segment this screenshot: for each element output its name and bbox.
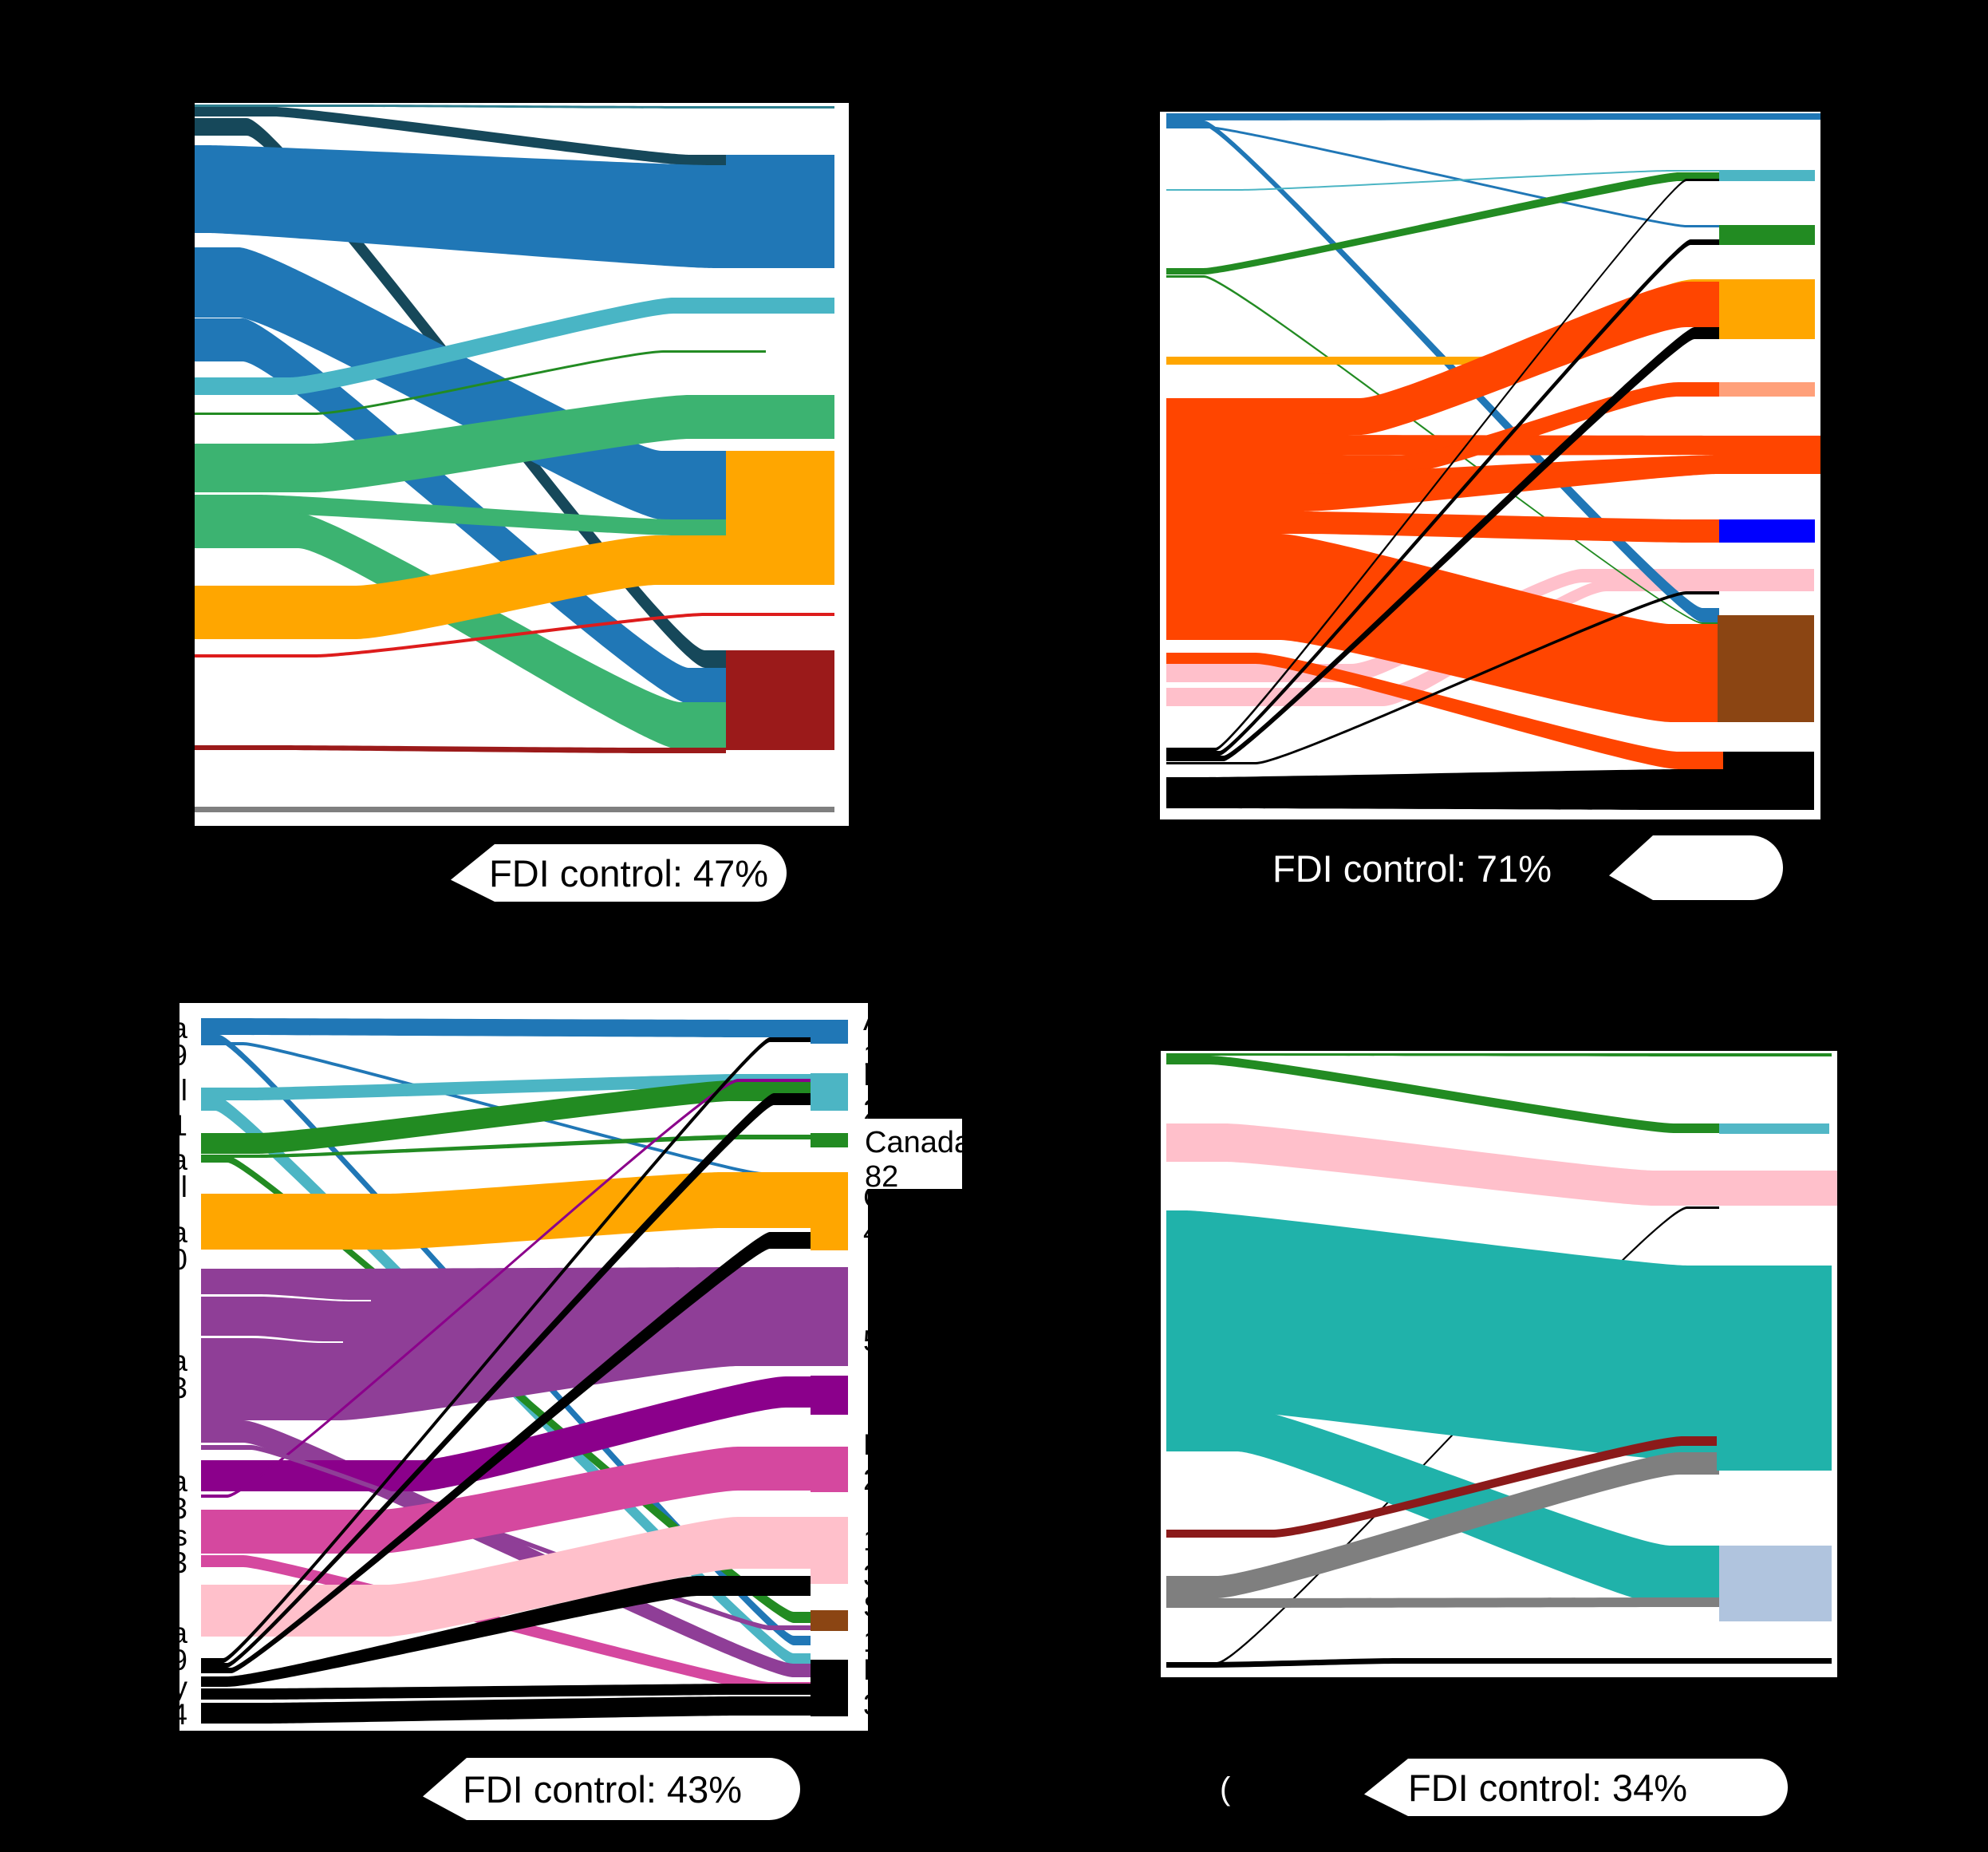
svg-text:1: 1 [171,1109,187,1142]
svg-text:3: 3 [863,1559,880,1592]
svg-text:1: 1 [863,1625,880,1658]
svg-text:E: E [863,1059,883,1092]
svg-text:1: 1 [863,1039,880,1072]
svg-text:5: 5 [863,1325,880,1357]
svg-text:4: 4 [863,1216,880,1249]
svg-text:FDI control: 71%: FDI control: 71% [1272,847,1552,890]
svg-text:a: a [171,1345,187,1377]
svg-text:Canada: Canada [865,1126,972,1159]
svg-text:2: 2 [863,1463,880,1496]
svg-text:9: 9 [171,1039,187,1072]
svg-text:P: P [863,1653,883,1686]
svg-text:A: A [863,1004,883,1037]
svg-text:3: 3 [171,1372,187,1404]
svg-text:E: E [863,1428,883,1461]
svg-text:a: a [171,1617,187,1649]
svg-text:y: y [173,1671,188,1704]
svg-text:a: a [171,1143,187,1176]
svg-text:9: 9 [171,1644,187,1676]
svg-text:3: 3 [863,1688,880,1721]
svg-text:3: 3 [171,1546,187,1579]
svg-text:0: 0 [171,1243,187,1276]
svg-text:FDI control: 34%: FDI control: 34% [1408,1767,1687,1809]
svg-text:a: a [171,1012,187,1044]
svg-text:1: 1 [863,1524,880,1557]
svg-text:82: 82 [865,1160,898,1194]
svg-text:2: 2 [863,1094,880,1127]
svg-text:FDI control: 43%: FDI control: 43% [463,1768,742,1811]
svg-text:FDI control: 47%: FDI control: 47% [489,852,768,894]
svg-text:4: 4 [171,1698,187,1731]
svg-text:a: a [171,1465,187,1498]
svg-text:s: s [173,1519,188,1552]
svg-text:(: ( [1220,1771,1231,1807]
svg-text:l: l [181,1171,187,1203]
svg-text:a: a [171,1216,187,1249]
svg-text:l: l [181,1074,187,1107]
svg-text:S: S [863,1590,883,1623]
svg-text:3: 3 [171,1492,187,1525]
